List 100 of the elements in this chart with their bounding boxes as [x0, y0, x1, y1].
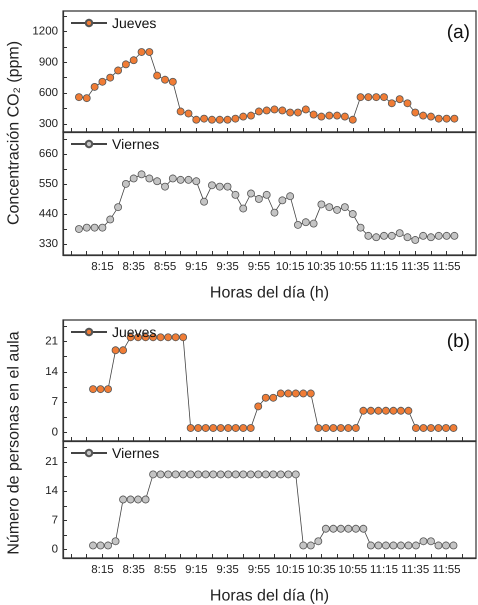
point [208, 181, 216, 190]
point [255, 108, 263, 116]
point [284, 470, 292, 478]
point [98, 224, 106, 232]
point [427, 424, 435, 432]
point [412, 542, 420, 550]
point [344, 424, 352, 432]
point [247, 112, 255, 120]
point [442, 232, 451, 240]
point [286, 192, 294, 200]
point [192, 116, 200, 124]
point [390, 542, 398, 550]
point [239, 204, 248, 212]
point [276, 470, 285, 478]
point [112, 346, 120, 354]
point [126, 496, 134, 504]
point [239, 424, 248, 432]
point [98, 78, 106, 86]
point [344, 524, 352, 533]
point [442, 424, 450, 432]
point [388, 232, 396, 240]
point [224, 116, 232, 124]
point [388, 99, 396, 108]
point [164, 470, 172, 478]
point [404, 99, 412, 108]
point [224, 424, 232, 432]
point [372, 93, 380, 102]
point [192, 177, 200, 186]
point [262, 106, 271, 114]
point [209, 470, 218, 478]
point [322, 424, 330, 432]
point [352, 524, 360, 533]
point [142, 496, 150, 504]
point [262, 394, 270, 402]
y-tick-label: 660 [38, 148, 58, 160]
point [333, 112, 341, 120]
point [419, 112, 428, 120]
point [450, 114, 458, 123]
x-tick-label: 9:15 [185, 261, 208, 273]
point [247, 190, 255, 198]
x-tick-label: 10:55 [338, 261, 368, 273]
point [202, 470, 210, 478]
point [276, 390, 285, 398]
legend-label: Viernes [112, 136, 160, 152]
y-tick-label: 21 [45, 456, 58, 468]
x-tick-label: 10:35 [307, 564, 336, 576]
point [294, 221, 302, 229]
x-tick-label: 9:15 [185, 564, 208, 576]
point [314, 537, 322, 546]
y-axis-title: Concentración CO₂ (ppm) [6, 40, 22, 226]
point [156, 470, 165, 478]
point [224, 470, 232, 478]
point [114, 66, 122, 74]
point [356, 93, 364, 102]
y-tick-label: 900 [38, 56, 58, 68]
point [130, 174, 138, 182]
point [270, 106, 278, 114]
point [356, 224, 364, 232]
point [269, 470, 278, 478]
point [302, 106, 310, 114]
point [359, 524, 368, 533]
x-tick-label: 9:35 [216, 261, 239, 273]
point [208, 116, 216, 124]
x-axis-title: Horas del día (h) [210, 588, 330, 604]
point [390, 406, 398, 415]
point [216, 182, 224, 191]
point [82, 94, 91, 102]
legend-label: Jueves [112, 15, 156, 31]
point [96, 385, 104, 394]
point [179, 470, 188, 478]
point [404, 542, 412, 550]
point [90, 224, 99, 232]
point [442, 542, 450, 550]
point [138, 170, 146, 178]
point [224, 182, 232, 191]
point [294, 108, 302, 116]
point [333, 206, 341, 214]
point [374, 542, 382, 550]
point [202, 424, 210, 432]
point [184, 110, 192, 118]
point [427, 112, 435, 121]
point [359, 406, 368, 415]
point [411, 108, 420, 116]
annotation: (b) [446, 331, 470, 352]
point [194, 424, 202, 432]
point [366, 542, 375, 550]
point [75, 93, 83, 102]
x-tick-label: 11:55 [432, 564, 461, 576]
point [450, 232, 458, 240]
point [434, 232, 443, 240]
x-tick-label: 8:55 [154, 564, 176, 576]
y-tick-label: 440 [38, 208, 58, 220]
point [352, 424, 360, 432]
y-tick-label: 330 [38, 238, 58, 250]
point [348, 116, 357, 124]
point [164, 333, 172, 342]
point [209, 424, 218, 432]
point [90, 82, 99, 91]
y-tick-label: 0 [52, 426, 58, 438]
point [318, 200, 326, 208]
